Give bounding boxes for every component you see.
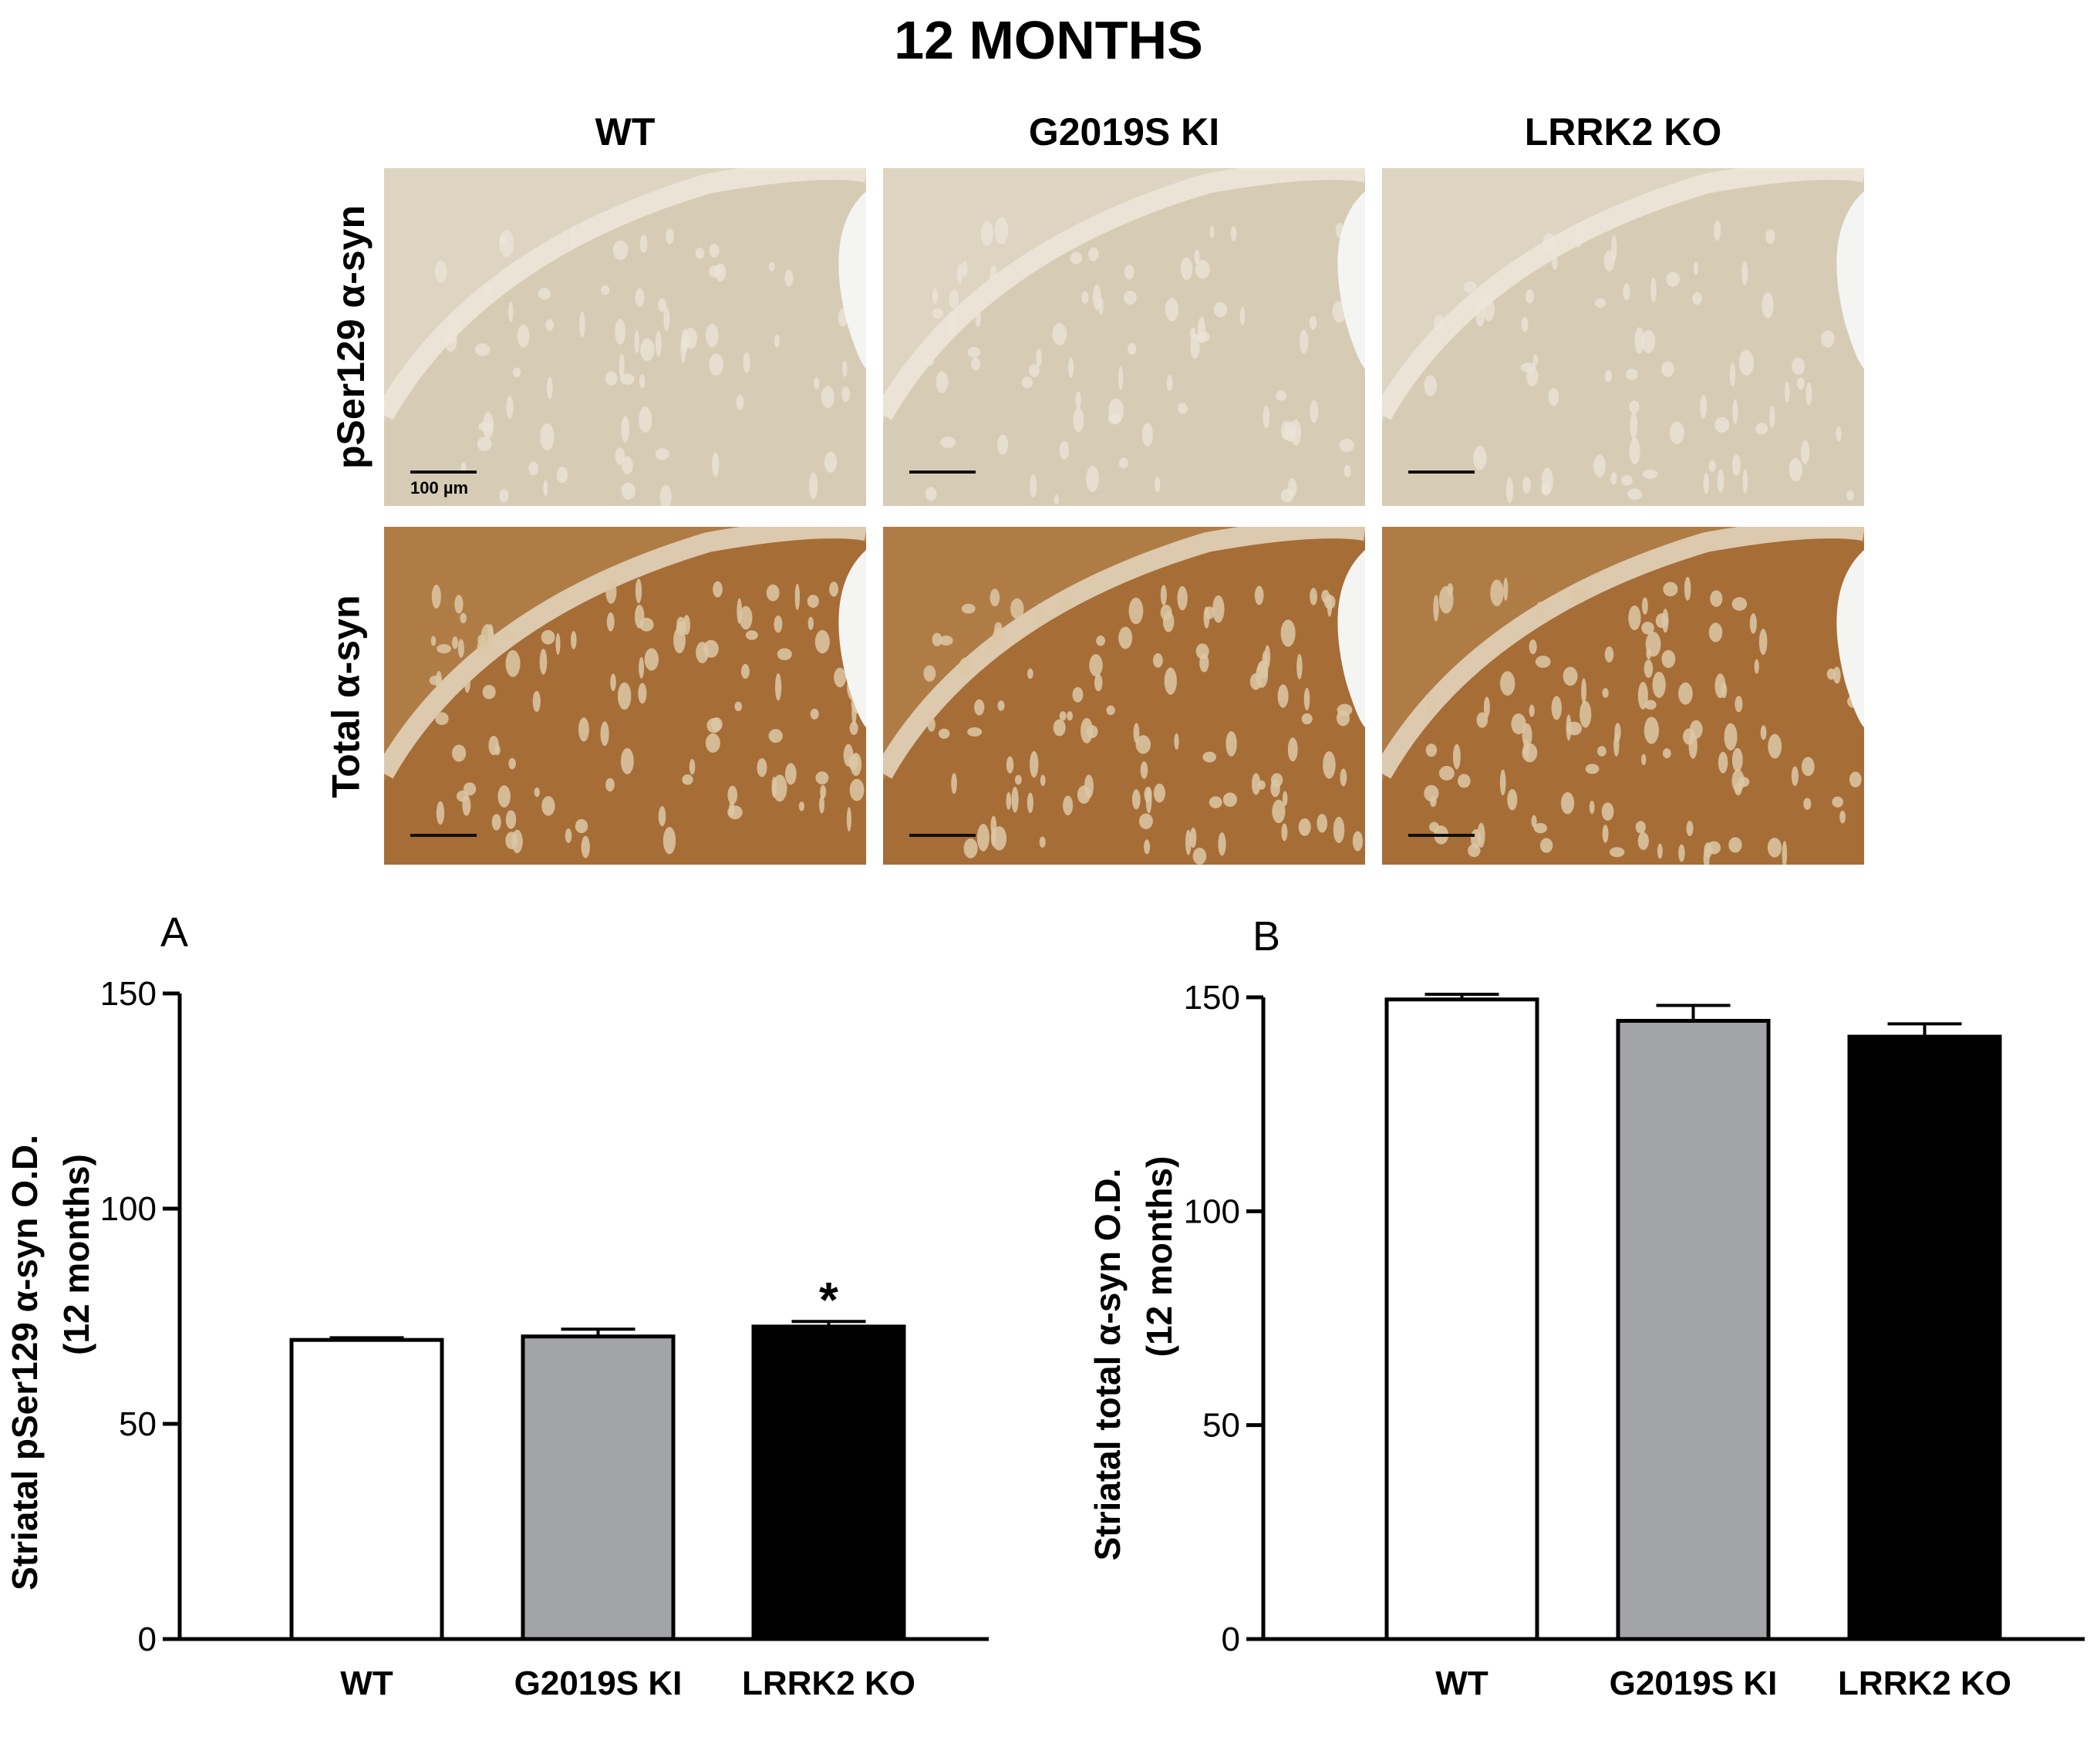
y-axis-label: Striatal pSer129 α-syn O.D. [5, 1135, 45, 1590]
x-tick-label: LRRK2 KO [1838, 1665, 2011, 1702]
figure-title: 12 MONTHS [894, 10, 1203, 70]
y-axis-label: Striatal total α-syn O.D. [1087, 1169, 1128, 1561]
significance-marker: * [819, 1272, 838, 1327]
y-tick-label: 50 [1202, 1407, 1240, 1445]
bar-lrrk2-ko [1847, 1034, 2002, 1641]
x-tick-label: G2019S KI [1610, 1665, 1778, 1702]
scale-bar [909, 471, 976, 474]
y-tick-label: 150 [1184, 979, 1240, 1017]
y-tick-label: 0 [138, 1621, 157, 1658]
panel-label-a: A [160, 909, 189, 956]
micrograph-total-lrrk2-ko [1382, 527, 1864, 865]
bar-chart-b: 0 50 100 150 WT G2019S KI LRRK2 KO Striatal tot… [1087, 979, 2085, 1702]
bar-wt [289, 1337, 444, 1641]
y-tick-label: 0 [1222, 1621, 1240, 1658]
y-tick-label: 100 [1184, 1192, 1240, 1230]
micrograph-total-wt [384, 527, 866, 865]
y-axis-label-line-2: (12 months) [1139, 1156, 1179, 1358]
micrograph-total-g2019s-ki [883, 527, 1365, 865]
row-label-pser129: pSer129 α-syn [329, 204, 373, 470]
x-tick-label: WT [340, 1665, 393, 1702]
column-label-wt: WT [595, 110, 656, 153]
x-tick-label: LRRK2 KO [742, 1665, 915, 1702]
y-axis-label-line-2: (12 months) [56, 1154, 96, 1355]
x-tick-label: WT [1435, 1665, 1488, 1702]
scale-bar [410, 471, 477, 474]
micrograph-pser129-lrrk2-ko [1382, 168, 1864, 506]
bar-wt [1384, 997, 1539, 1641]
y-tick-label: 150 [100, 975, 157, 1013]
column-label-lrrk2-ko: LRRK2 KO [1524, 110, 1722, 153]
scale-bar [909, 834, 976, 837]
row-label-total: Total α-syn [324, 595, 368, 798]
bar-lrrk2-ko [751, 1324, 906, 1641]
scale-bar-label: 100 µm [410, 478, 469, 497]
x-tick-label: G2019S KI [514, 1665, 683, 1702]
y-tick-label: 100 [100, 1190, 157, 1228]
column-label-g2019s-ki: G2019S KI [1028, 110, 1220, 153]
scale-bar [410, 834, 477, 837]
bar-g2019s-ki [521, 1334, 676, 1641]
bar-g2019s-ki [1616, 1019, 1771, 1641]
scale-bar [1408, 471, 1475, 474]
bar-chart-a: 0 50 100 150 WT G2019S KI LRRK2 KO * Striatal pS… [5, 975, 989, 1702]
scale-bar [1408, 834, 1475, 837]
panel-label-b: B [1252, 913, 1281, 960]
y-tick-label: 50 [119, 1405, 157, 1443]
micrograph-pser129-g2019s-ki [883, 168, 1365, 506]
micrograph-pser129-wt: 100 µm [384, 168, 866, 506]
